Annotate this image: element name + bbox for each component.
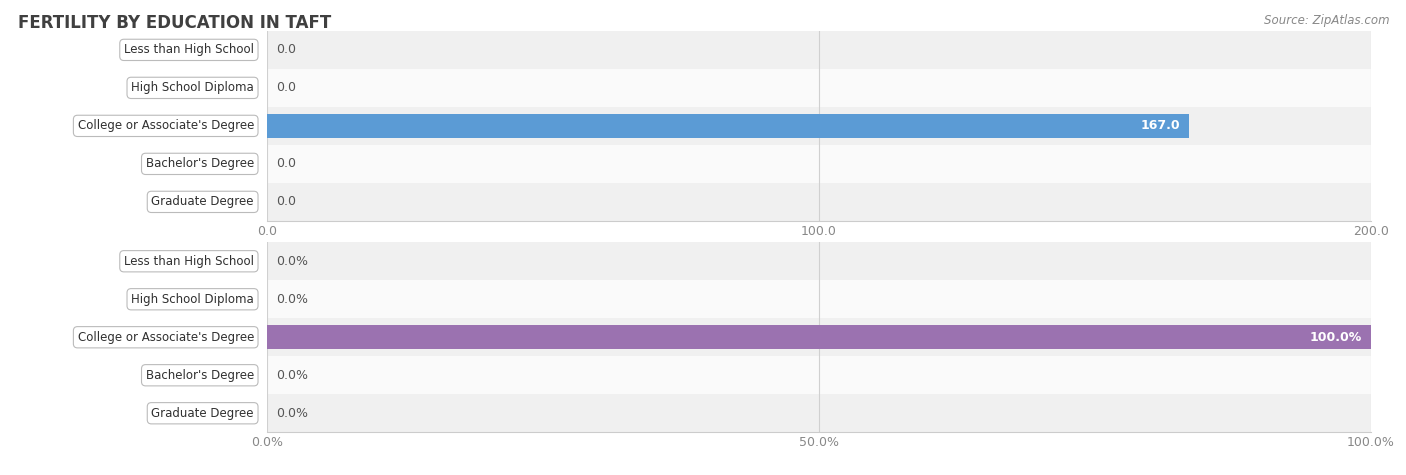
Bar xyxy=(267,183,1371,221)
Text: Graduate Degree: Graduate Degree xyxy=(152,195,254,209)
Text: Source: ZipAtlas.com: Source: ZipAtlas.com xyxy=(1264,14,1389,27)
Text: 0.0%: 0.0% xyxy=(276,407,308,420)
Bar xyxy=(267,318,1371,356)
Bar xyxy=(267,325,1371,349)
Text: College or Associate's Degree: College or Associate's Degree xyxy=(77,119,254,133)
Text: 0.0%: 0.0% xyxy=(276,255,308,268)
Bar xyxy=(267,69,1371,107)
Text: High School Diploma: High School Diploma xyxy=(131,293,254,306)
Text: 0.0: 0.0 xyxy=(276,43,297,57)
Bar xyxy=(267,31,1371,69)
Bar xyxy=(267,280,1371,318)
Text: 0.0: 0.0 xyxy=(276,157,297,171)
Text: 167.0: 167.0 xyxy=(1140,119,1180,133)
Text: Less than High School: Less than High School xyxy=(124,43,254,57)
Bar xyxy=(267,356,1371,394)
Text: 100.0%: 100.0% xyxy=(1310,331,1362,344)
Text: FERTILITY BY EDUCATION IN TAFT: FERTILITY BY EDUCATION IN TAFT xyxy=(18,14,332,32)
Text: Bachelor's Degree: Bachelor's Degree xyxy=(146,157,254,171)
Text: 0.0%: 0.0% xyxy=(276,369,308,382)
Text: 0.0%: 0.0% xyxy=(276,293,308,306)
Bar xyxy=(267,107,1371,145)
Bar xyxy=(267,242,1371,280)
Text: College or Associate's Degree: College or Associate's Degree xyxy=(77,331,254,344)
Bar xyxy=(267,394,1371,432)
Text: Graduate Degree: Graduate Degree xyxy=(152,407,254,420)
Text: Bachelor's Degree: Bachelor's Degree xyxy=(146,369,254,382)
Bar xyxy=(267,145,1371,183)
Text: 0.0: 0.0 xyxy=(276,195,297,209)
Text: Less than High School: Less than High School xyxy=(124,255,254,268)
Text: High School Diploma: High School Diploma xyxy=(131,81,254,95)
Text: 0.0: 0.0 xyxy=(276,81,297,95)
Bar xyxy=(267,114,1188,138)
